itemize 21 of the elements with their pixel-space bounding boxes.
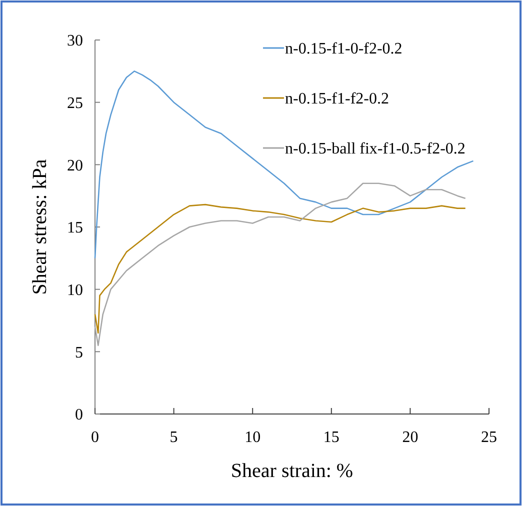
x-tick-label: 20 <box>402 429 418 446</box>
y-tick-label: 5 <box>75 344 83 362</box>
y-tick-label: 20 <box>67 157 83 174</box>
line-series <box>94 204 466 334</box>
legend-label: n-0.15-f1-0-f2-0.2 <box>285 40 402 58</box>
y-axis-title: Shear stress: kPa <box>29 159 51 295</box>
y-tick-label: 10 <box>67 282 83 299</box>
x-axis-title: Shear strain: % <box>230 460 354 482</box>
legend-label: n-0.15-ball fix-f1-0.5-f2-0.2 <box>285 140 466 158</box>
line-series <box>94 182 466 346</box>
x-tick-label: 15 <box>323 429 340 446</box>
x-tick-label: 0 <box>91 429 99 446</box>
x-tick-label: 10 <box>244 429 261 446</box>
legend-label: n-0.15-f1-f2-0.2 <box>285 90 389 108</box>
x-tick-label: 25 <box>481 429 497 446</box>
y-tick-label: 25 <box>67 94 83 112</box>
y-tick-label: 15 <box>67 220 83 237</box>
x-tick-label: 5 <box>170 429 178 446</box>
y-tick-label: 30 <box>67 32 83 50</box>
y-tick-label: 0 <box>75 406 83 424</box>
line-series <box>94 70 474 259</box>
